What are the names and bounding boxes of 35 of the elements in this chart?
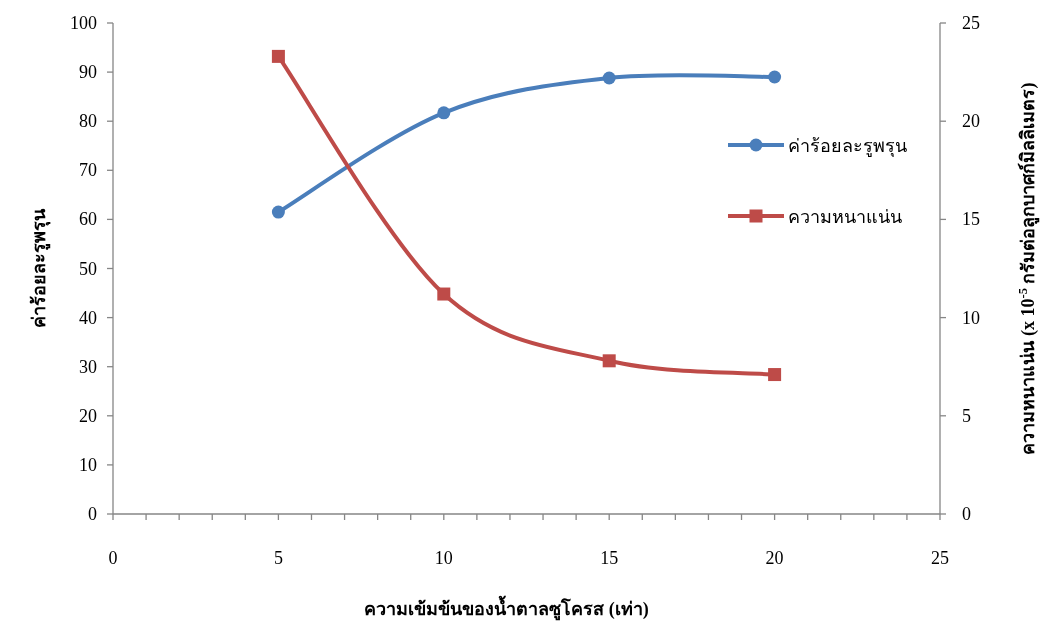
legend-label: ความหนาแน่น — [788, 207, 902, 227]
y2-tick-label: 15 — [962, 209, 980, 230]
y-tick-label: 100 — [70, 13, 97, 33]
y-tick-label: 10 — [79, 454, 97, 475]
point — [437, 106, 451, 120]
point — [602, 354, 616, 368]
y-tick-label: 0 — [88, 504, 97, 524]
legend-label: ค่าร้อยละรูพรุน — [788, 136, 907, 157]
y2-tick-label: 10 — [962, 307, 980, 328]
point — [768, 368, 782, 382]
x-tick-label: 5 — [273, 548, 283, 568]
y-tick-label: 30 — [79, 356, 97, 377]
y2-tick-label: 25 — [962, 13, 980, 33]
x-tick-label: 25 — [931, 548, 949, 568]
y-tick-label: 40 — [79, 307, 97, 328]
x-tick-label: 15 — [600, 548, 619, 568]
y-tick-label: 20 — [79, 405, 97, 426]
y-tick-label: 50 — [79, 258, 97, 279]
x-tick-label: 10 — [434, 548, 453, 568]
y2-tick-label: 20 — [962, 111, 980, 132]
x-tick-label: 0 — [108, 548, 118, 568]
y-axis-title: ค่าร้อยละรูพรุน — [29, 208, 51, 328]
point — [768, 70, 782, 84]
y-tick-label: 60 — [79, 209, 97, 230]
y-tick-label: 80 — [79, 111, 97, 132]
y2-tick-label: 0 — [962, 504, 971, 524]
x-tick-label: 20 — [765, 548, 784, 568]
point — [271, 205, 285, 219]
point — [602, 71, 616, 85]
point — [271, 49, 285, 63]
y-tick-label: 90 — [79, 62, 97, 83]
point — [437, 287, 451, 301]
y-tick-label: 70 — [79, 160, 97, 181]
x-axis-title: ความเข้มข้นของน้ำตาลซูโครส (เท่า) — [364, 595, 649, 621]
y2-tick-label: 5 — [962, 405, 971, 426]
